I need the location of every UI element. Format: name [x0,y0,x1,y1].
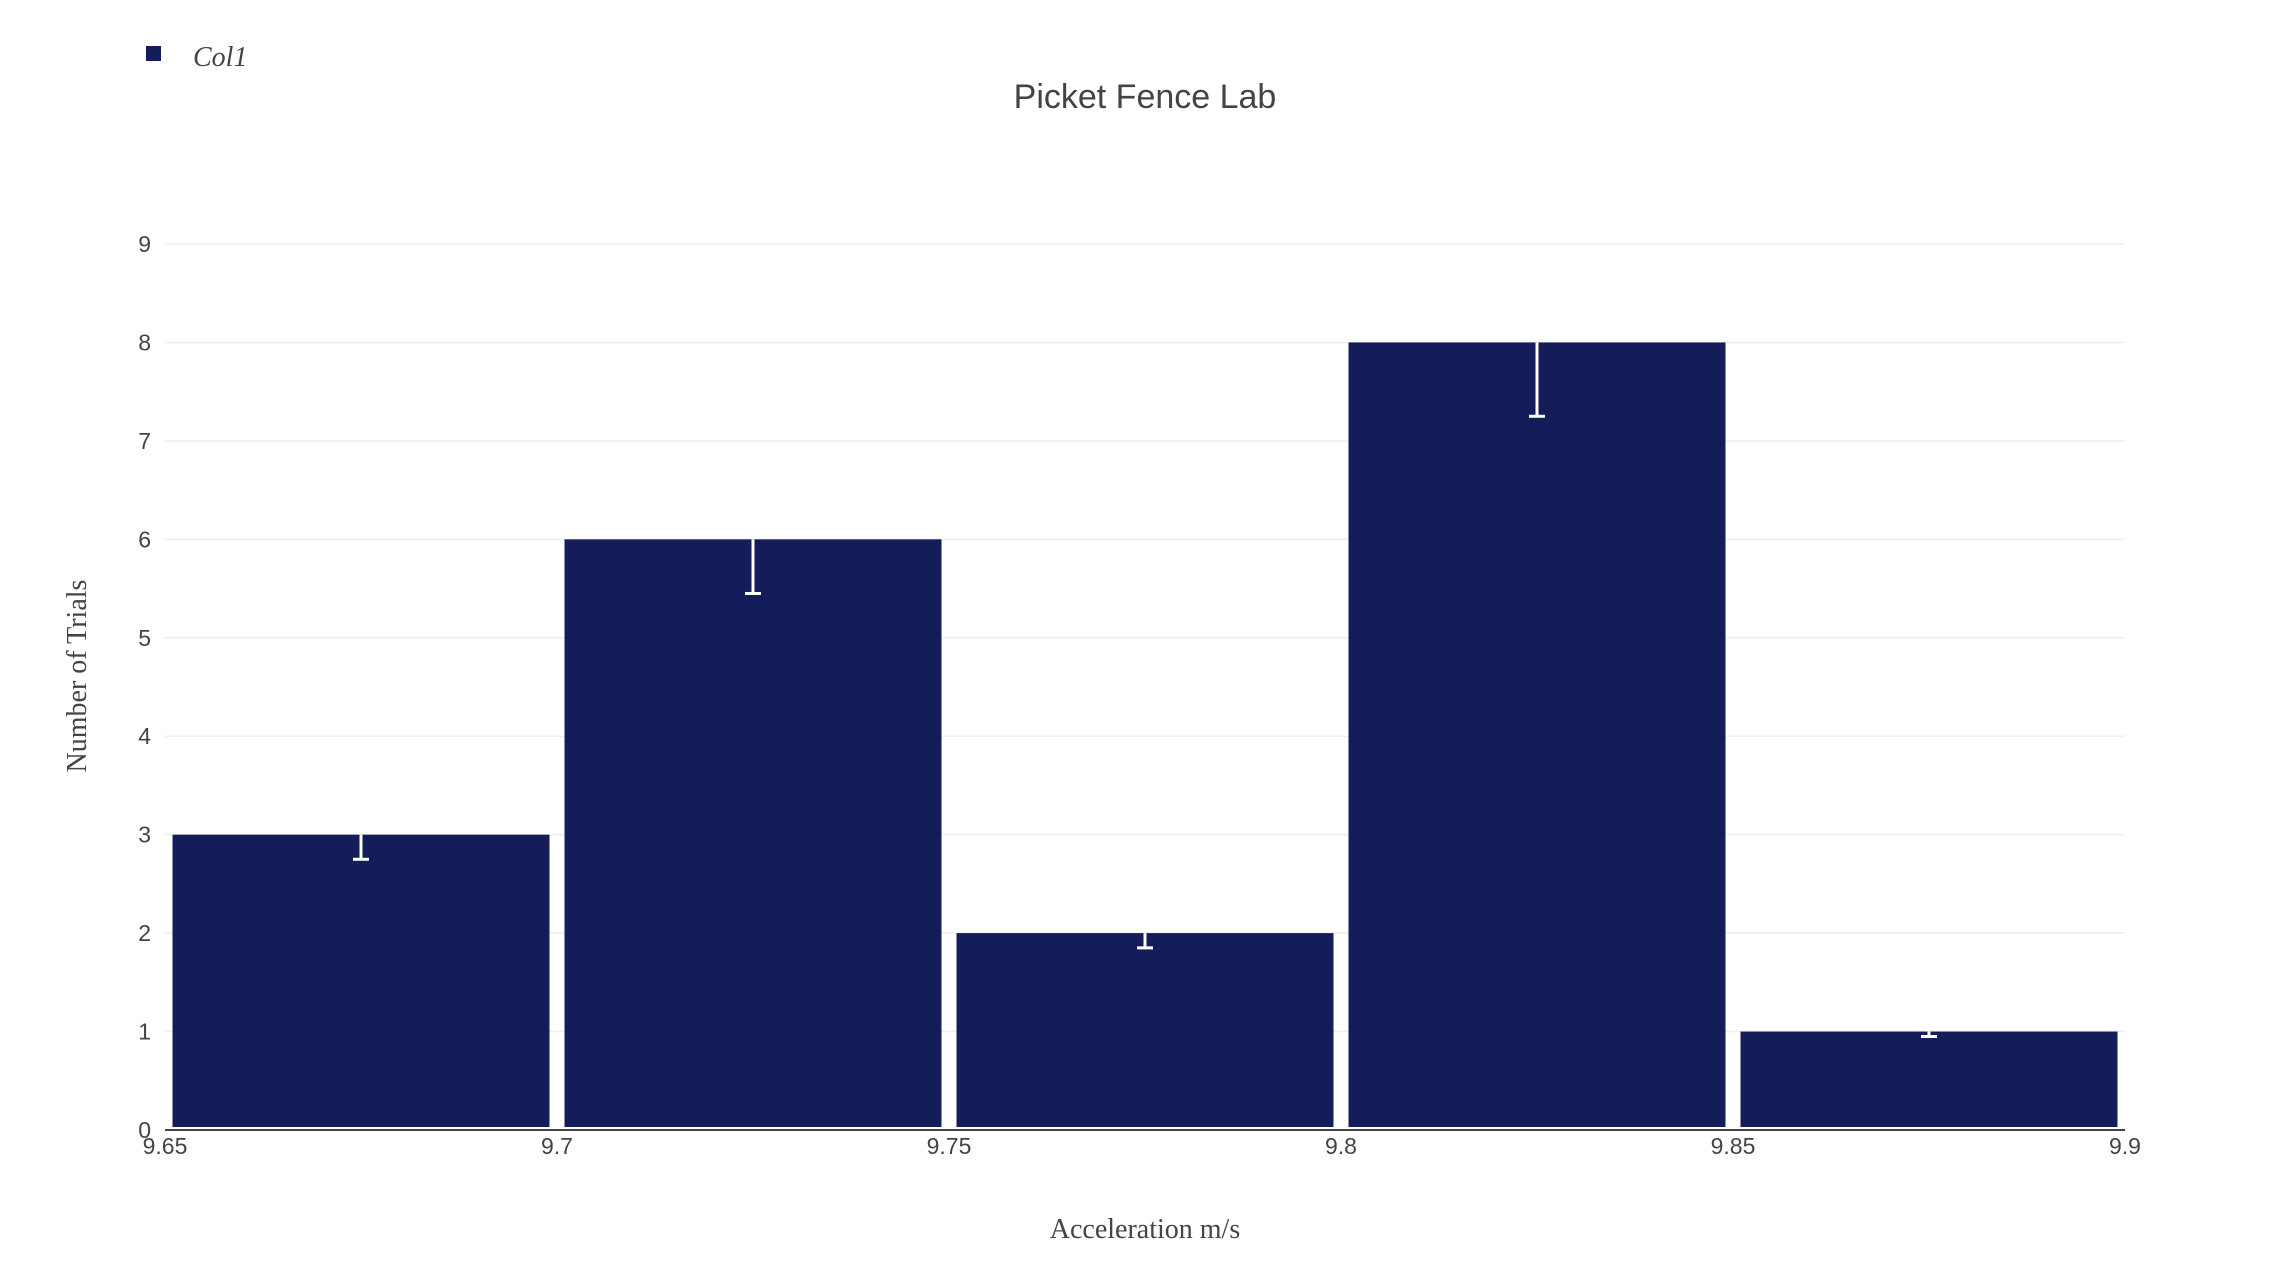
x-axis-ticks: 9.65 9.7 9.75 9.8 9.85 9.9 [143,1133,2141,1159]
y-tick-1: 1 [138,1019,151,1045]
error-bars [353,342,1937,1038]
bar-1 [172,834,550,1127]
bar-2 [564,539,942,1127]
error-bar-5 [1921,1031,1937,1038]
bar-4 [1348,342,1726,1127]
x-tick-9.85: 9.85 [1711,1133,1756,1159]
error-bar-3 [1137,933,1153,950]
y-tick-7: 7 [138,428,151,454]
y-axis-title: Number of Trials [62,580,93,773]
legend[interactable]: Col1 [146,42,247,73]
x-tick-9.7: 9.7 [541,1133,573,1159]
bars [172,342,2118,1127]
chart-title: Picket Fence Lab [1014,78,1277,116]
legend-swatch [146,46,161,61]
error-bar-4 [1529,342,1545,418]
x-tick-9.9: 9.9 [2109,1133,2141,1159]
x-tick-9.75: 9.75 [927,1133,972,1159]
bar-3 [956,933,1334,1127]
error-bar-2 [745,539,761,595]
y-tick-6: 6 [138,526,151,552]
legend-label: Col1 [193,42,247,73]
y-tick-2: 2 [138,920,151,946]
y-tick-0: 0 [138,1117,151,1143]
y-tick-9: 9 [138,231,151,257]
x-tick-9.65: 9.65 [143,1133,188,1159]
error-bar-1 [353,834,369,861]
x-axis-title: Acceleration m/s [1050,1214,1240,1245]
y-tick-8: 8 [138,329,151,355]
bar-5 [1740,1031,2118,1127]
x-tick-9.8: 9.8 [1325,1133,1357,1159]
y-axis-ticks: 0 1 2 3 4 5 6 7 8 9 [138,231,151,1143]
y-tick-4: 4 [138,723,151,749]
y-tick-3: 3 [138,822,151,848]
y-tick-5: 5 [138,625,151,651]
